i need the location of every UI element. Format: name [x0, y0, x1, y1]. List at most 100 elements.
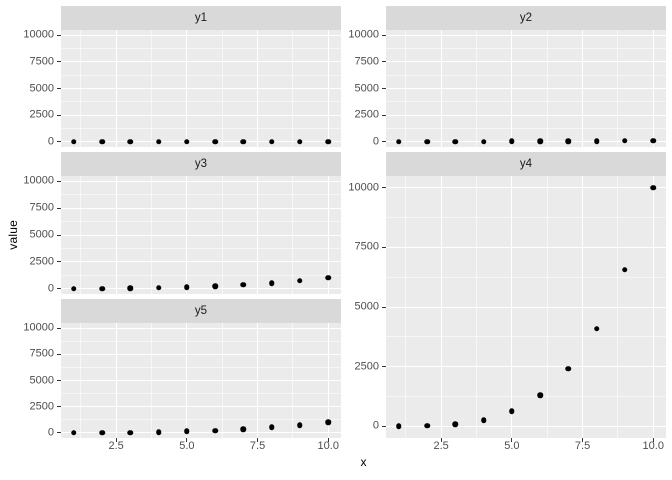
y-axis-title: value — [6, 220, 20, 250]
data-point — [70, 430, 77, 436]
facet-label: y1 — [194, 12, 208, 24]
x-tick-label: 10.0 — [317, 440, 339, 452]
y-tick-label: 5000 — [29, 228, 54, 241]
plot-area-y3 — [61, 176, 341, 294]
facet-panel-y5: y5 — [61, 299, 341, 438]
gridline-minor-horizontal — [61, 393, 341, 395]
gridline-major-vertical — [257, 176, 259, 294]
data-point — [424, 138, 430, 145]
y-axis-ticks-y1: 0 2500 5000 7500 10000 — [20, 6, 61, 152]
gridline-minor-horizontal — [61, 419, 341, 421]
gridline-minor-horizontal — [61, 127, 341, 129]
gridline-major-vertical — [327, 30, 329, 147]
gridline-major-horizontal — [386, 141, 666, 143]
gridline-major-horizontal — [61, 288, 341, 290]
gridline-major-vertical — [257, 323, 259, 438]
y-axis-ticks-y4: 0 2500 5000 7500 10000 — [341, 152, 386, 438]
y-axis-ticks-y2: 0 2500 5000 7500 10000 — [341, 6, 386, 152]
gridline-major-horizontal — [386, 246, 666, 248]
gridline-major-horizontal — [61, 207, 341, 209]
y-tick-mark — [382, 88, 386, 89]
y-tick-mark — [57, 88, 61, 89]
data-point — [297, 138, 303, 145]
plot-area-y4 — [386, 176, 666, 438]
x-tick-mark — [115, 438, 117, 442]
gridline-minor-horizontal — [386, 276, 666, 278]
gridline-major-vertical — [327, 176, 329, 294]
data-point — [184, 138, 190, 145]
y-tick-label: 0 — [372, 135, 379, 148]
gridline-major-vertical — [511, 176, 513, 438]
y-tick-label: 2500 — [29, 400, 54, 413]
x-tick-mark — [582, 438, 584, 442]
data-point — [537, 138, 543, 145]
data-point — [268, 280, 275, 286]
data-point — [325, 138, 332, 145]
x-axis-ticks-left: 2.5 5.0 7.5 10.0 — [61, 438, 341, 452]
x-tick-mark — [652, 438, 654, 442]
facet-grid: value 0 2500 5000 7500 10000 0 2500 5000 7500 10… — [6, 6, 666, 472]
y-tick-box: 0 2500 5000 7500 10000 — [20, 174, 61, 294]
gridline-major-horizontal — [61, 327, 341, 329]
facet-strip-y2: y2 — [386, 6, 666, 30]
y-tick-mark — [382, 366, 386, 368]
gridline-major-horizontal — [61, 234, 341, 236]
y-tick-mark — [382, 306, 386, 308]
y-tick-label: 7500 — [29, 347, 54, 360]
gridline-minor-horizontal — [61, 221, 341, 223]
gridline-major-vertical — [652, 30, 654, 147]
data-point — [212, 283, 218, 290]
facet-label: y5 — [194, 305, 208, 317]
gridline-major-vertical — [186, 30, 188, 147]
gridline-major-vertical — [327, 323, 329, 438]
gridline-minor-horizontal — [386, 74, 666, 76]
x-axis-title-cell: x — [61, 452, 666, 472]
y-axis-title-cell: value — [6, 6, 20, 438]
y-tick-mark — [382, 61, 386, 63]
y-tick-mark — [57, 234, 61, 236]
x-tick-label: 5.0 — [504, 440, 520, 452]
x-tick-label: 7.5 — [249, 440, 266, 452]
data-point — [184, 428, 190, 435]
data-point — [622, 267, 628, 273]
gridline-minor-horizontal — [61, 194, 341, 196]
data-point — [480, 417, 487, 423]
data-point — [424, 422, 430, 429]
gridline-major-vertical — [582, 30, 584, 147]
gridline-major-horizontal — [386, 88, 666, 89]
data-point — [70, 285, 77, 292]
facet-label: y3 — [194, 158, 208, 170]
facet-strip-y5: y5 — [61, 299, 341, 323]
gridline-major-horizontal — [61, 261, 341, 263]
gridline-major-vertical — [582, 176, 584, 438]
x-tick-mark — [186, 438, 188, 442]
y-axis-ticks-y5: 0 2500 5000 7500 10000 — [20, 299, 61, 438]
data-point — [212, 138, 218, 145]
plot-area-y1 — [61, 30, 341, 147]
gridline-major-vertical — [511, 30, 513, 147]
data-point — [184, 284, 190, 291]
y-tick-mark — [382, 246, 386, 248]
y-tick-label: 5000 — [354, 300, 379, 313]
x-tick-label: 2.5 — [108, 440, 124, 452]
y-tick-box: 0 2500 5000 7500 10000 — [341, 28, 386, 148]
data-point — [452, 421, 459, 427]
y-tick-label: 10000 — [23, 174, 54, 187]
gridline-major-horizontal — [61, 353, 341, 355]
y-tick-label: 0 — [47, 135, 54, 148]
data-point — [509, 408, 515, 414]
gridline-major-horizontal — [61, 88, 341, 89]
y-tick-label: 10000 — [348, 28, 379, 41]
gridline-major-vertical — [440, 176, 442, 438]
data-point — [593, 138, 600, 144]
data-point — [650, 185, 657, 191]
gridline-major-vertical — [115, 323, 117, 438]
gridline-minor-horizontal — [386, 217, 666, 219]
x-tick-label: 7.5 — [574, 440, 591, 452]
y-tick-label: 5000 — [29, 374, 54, 386]
y-tick-label: 7500 — [29, 55, 54, 68]
gridline-minor-horizontal — [61, 340, 341, 342]
facet-strip-y1: y1 — [61, 6, 341, 30]
facet-panel-y2: y2 — [386, 6, 666, 152]
